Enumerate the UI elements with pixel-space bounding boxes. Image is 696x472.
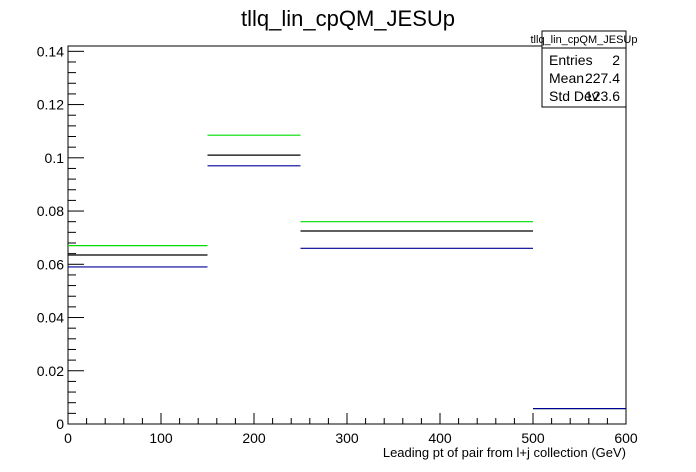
y-tick-label: 0.06 [37, 256, 64, 272]
x-tick-label: 100 [149, 430, 173, 446]
stats-mean-label: Mean [549, 70, 584, 86]
stats-box: tllq_lin_cpQM_JESUp Entries 2 Mean 227.4… [531, 30, 638, 108]
x-tick-label: 400 [428, 430, 452, 446]
y-tick-label: 0.12 [37, 97, 64, 113]
y-tick-label: 0.08 [37, 203, 64, 219]
chart-title: tllq_lin_cpQM_JESUp [241, 6, 455, 31]
y-tick-label: 0.04 [37, 310, 64, 326]
stats-entries-value: 2 [612, 52, 620, 68]
y-tick-label: 0 [56, 416, 64, 432]
x-tick-label: 600 [614, 430, 638, 446]
x-axis: 0 100 200 300 400 500 600 [64, 413, 638, 446]
x-tick-label: 300 [335, 430, 359, 446]
stats-entries-label: Entries [549, 52, 593, 68]
stats-box-frame [541, 30, 627, 108]
stats-stddev-label: Std Dev [549, 88, 599, 104]
x-tick-label: 0 [64, 430, 72, 446]
x-tick-label: 500 [521, 430, 545, 446]
y-tick-label: 0.14 [37, 43, 64, 59]
stats-mean-value: 227.4 [585, 70, 620, 86]
y-axis: 0 0.02 0.04 0.06 0.08 0.1 0.12 0.14 [37, 43, 84, 432]
y-tick-label: 0.02 [37, 363, 64, 379]
y-tick-label: 0.1 [45, 150, 65, 166]
stats-stddev-value: 123.6 [585, 88, 620, 104]
x-axis-label: Leading pt of pair from l+j collection (… [383, 445, 626, 460]
x-tick-label: 200 [242, 430, 266, 446]
stats-box-title: tllq_lin_cpQM_JESUp [531, 34, 638, 46]
series-layer [68, 134, 626, 410]
